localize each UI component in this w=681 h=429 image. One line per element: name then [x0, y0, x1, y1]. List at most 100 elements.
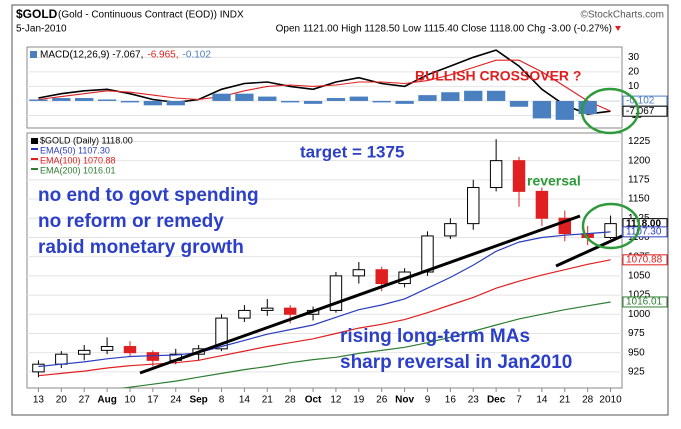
- candle-body: [77, 349, 91, 355]
- x-tick-label: Sep: [189, 395, 207, 406]
- candle-body: [329, 275, 343, 311]
- y-tick-label: 1175: [628, 174, 650, 185]
- ema-line: [38, 231, 611, 368]
- candle-body: [375, 269, 388, 285]
- annotation: no reform or remedy: [38, 211, 224, 232]
- x-tick-label: 8: [219, 395, 225, 406]
- candle-body: [283, 307, 297, 315]
- y-tick-label: 1050: [628, 271, 651, 282]
- x-tick-label: 26: [376, 395, 388, 406]
- candle-body: [467, 187, 480, 225]
- histogram-bar: [441, 92, 460, 101]
- histogram-bar: [143, 100, 163, 106]
- legend-swatch: [31, 148, 38, 150]
- value-tag-label: 1070.88: [626, 254, 663, 265]
- x-tick-label: Dec: [487, 395, 506, 406]
- x-tick-label: 28: [582, 395, 594, 406]
- histogram-bar: [120, 100, 140, 103]
- histogram-bar: [395, 100, 414, 104]
- highlight-circle: [581, 202, 641, 250]
- value-tag: [622, 296, 668, 308]
- value-tag-label: 1118.00: [626, 218, 661, 229]
- price-panel: [26, 132, 623, 389]
- plot-area: [32, 139, 617, 388]
- histogram-bar: [97, 99, 117, 101]
- x-tick-label: 7: [516, 395, 522, 406]
- histogram-bar: [555, 100, 574, 120]
- candle-body: [444, 223, 457, 237]
- y-tick-label: 1100: [628, 232, 650, 243]
- candle-body: [421, 235, 434, 273]
- candle-body: [55, 353, 68, 365]
- legend-swatch: [31, 158, 38, 160]
- trend-line: [139, 214, 581, 375]
- annotation: rabid monetary growth: [38, 237, 244, 258]
- annotation: target = 1375: [300, 142, 404, 161]
- legend-label: $GOLD (Daily) 1118.00: [40, 135, 133, 145]
- x-tick-label: 23: [468, 395, 480, 406]
- x-tick-label: 10: [124, 395, 136, 406]
- value-tag: [622, 105, 668, 117]
- y-tick-label: 950: [628, 347, 645, 358]
- candle-body: [238, 309, 251, 319]
- x-tick-label: Aug: [97, 395, 116, 406]
- x-tick-label: 16: [445, 395, 457, 406]
- value-tag: [622, 254, 668, 266]
- symbol: $GOLD: [16, 7, 58, 21]
- quote: Open 1121.00 High 1128.50 Low 1115.40 Cl…: [276, 24, 612, 35]
- histogram-bar: [349, 96, 368, 101]
- ema-line: [119, 301, 611, 388]
- legend-label: -0.102: [183, 50, 212, 61]
- histogram-bar: [29, 99, 48, 101]
- value-tag-label: 1107.30: [626, 226, 662, 237]
- y-tick-label: 30: [628, 52, 640, 63]
- y-tick-label: 1025: [628, 290, 651, 301]
- annotation: sharp reversal in Jan2010: [340, 352, 572, 373]
- candle-body: [352, 269, 366, 277]
- x-tick-label: 21: [262, 395, 274, 406]
- x-tick-label: 28: [285, 395, 297, 406]
- histogram-bar: [326, 98, 346, 101]
- histogram-bar: [486, 90, 506, 101]
- candle-body: [604, 223, 617, 238]
- legend-label: EMA(200) 1016.01: [40, 165, 116, 175]
- highlight-circle: [580, 87, 640, 135]
- x-tick-label: Nov: [395, 395, 414, 406]
- candle-body: [32, 363, 45, 373]
- x-tick-label: 13: [33, 395, 45, 406]
- candle-body: [535, 190, 549, 219]
- macd-panel: [26, 46, 623, 129]
- x-tick-label: Oct: [305, 395, 322, 406]
- legend-label: MACD(12,26,9) -7.067,: [40, 50, 143, 61]
- x-tick-label: 27: [79, 395, 91, 406]
- candle-body: [146, 352, 160, 361]
- value-tag-label: 1016.01: [626, 297, 663, 308]
- histogram-bar: [166, 100, 185, 106]
- y-tick-label: 975: [628, 328, 645, 339]
- x-tick-label: 17: [147, 395, 159, 406]
- legend-swatch: [31, 168, 38, 170]
- candle-body: [512, 160, 526, 192]
- histogram-bar: [281, 100, 300, 103]
- x-tick-label: 2010: [599, 395, 622, 406]
- y-tick-label: 10: [628, 81, 640, 92]
- x-tick-label: 14: [536, 395, 548, 406]
- x-tick-label: 14: [239, 395, 251, 406]
- histogram-bar: [509, 100, 529, 107]
- candle-body: [215, 317, 228, 350]
- x-tick-label: 24: [170, 395, 182, 406]
- value-tag: [622, 226, 668, 238]
- plot-area: [29, 49, 620, 120]
- annotation: rising long-term MAs: [340, 326, 530, 347]
- date: 5-Jan-2010: [16, 24, 67, 35]
- description: (Gold - Continuous Contract (EOD)) INDX: [58, 10, 244, 21]
- legend-label: -6.965,: [147, 50, 178, 61]
- change-arrow: [615, 26, 621, 31]
- histogram-bar: [75, 98, 94, 101]
- candle-body: [123, 346, 137, 354]
- annotation: reversal: [527, 173, 581, 189]
- histogram-bar: [418, 95, 437, 101]
- candle-body: [558, 217, 572, 235]
- legend-swatch: [31, 138, 38, 144]
